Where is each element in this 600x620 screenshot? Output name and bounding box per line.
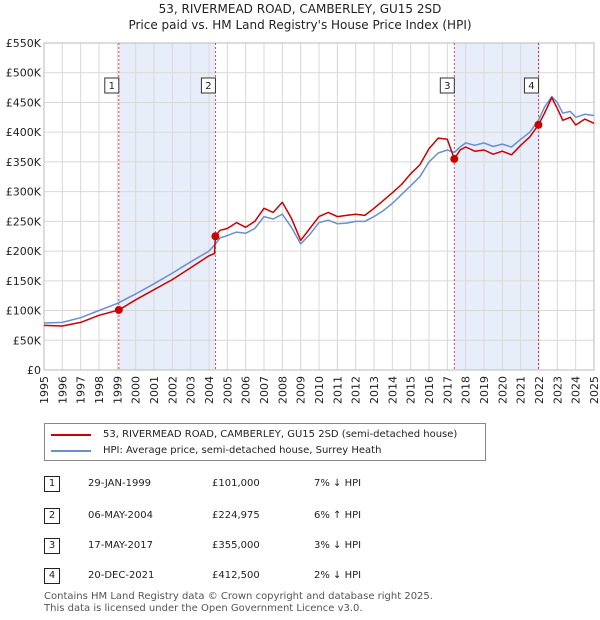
x-tick-label: 2011 [331, 376, 344, 404]
price-chart: £0 £50K £100K £150K £200K £250K £300K £350K £400… [6, 37, 600, 404]
transaction-hpi-diff: 6% ↑ HPI [314, 510, 362, 521]
x-tick-label: 2005 [221, 376, 234, 404]
transaction-number-badge: 2 [44, 508, 60, 524]
x-tick-label: 1997 [75, 376, 88, 404]
sale-label-box [439, 77, 455, 94]
sale-label-number: 4 [528, 81, 534, 92]
x-tick-label: 2019 [478, 376, 491, 404]
x-tick-label: 2016 [423, 376, 436, 404]
legend-label-hpi: HPI: Average price, semi-detached house,… [103, 445, 382, 456]
footer-licence: This data is licensed under the Open Gov… [44, 603, 363, 614]
y-tick-label: £400K [6, 126, 42, 139]
transaction-hpi-diff: 2% ↓ HPI [314, 570, 362, 581]
transaction-row: 4 20-DEC-2021 £412,500 2% ↓ HPI [44, 566, 564, 586]
transaction-hpi-diff: 3% ↓ HPI [314, 540, 362, 551]
sale-point [114, 305, 123, 314]
transaction-price: £101,000 [212, 478, 260, 489]
transaction-price: £224,975 [212, 510, 260, 521]
x-tick-label: 2010 [313, 376, 326, 404]
transaction-number-badge: 1 [44, 476, 60, 492]
sale-label-number: 3 [444, 81, 450, 92]
transaction-number-badge: 3 [44, 538, 60, 554]
y-tick-label: £350K [6, 156, 42, 169]
transaction-date: 29-JAN-1999 [88, 478, 152, 489]
legend-swatch-hpi [51, 450, 91, 452]
sale-label-number: 1 [109, 81, 115, 92]
transaction-hpi-diff: 7% ↓ HPI [314, 478, 362, 489]
x-tick-label: 2007 [258, 376, 271, 404]
legend: 53, RIVERMEAD ROAD, CAMBERLEY, GU15 2SD … [44, 423, 486, 461]
y-tick-label: £550K [6, 37, 42, 50]
x-tick-label: 2024 [570, 376, 583, 404]
footer-copyright: Contains HM Land Registry data © Crown c… [44, 591, 433, 602]
x-tick-label: 1995 [38, 376, 51, 404]
x-tick-label: 2009 [295, 376, 308, 404]
x-tick-label: 1999 [111, 376, 124, 404]
sale-label-box [104, 77, 120, 94]
x-tick-label: 2006 [240, 376, 253, 404]
shaded-period [454, 43, 539, 370]
y-tick-label: £500K [6, 67, 42, 80]
y-tick-label: £450K [6, 96, 42, 109]
x-tick-label: 2020 [496, 376, 509, 404]
x-tick-label: 1998 [93, 376, 106, 404]
x-tick-label: 2004 [203, 376, 216, 404]
transaction-row: 3 17-MAY-2017 £355,000 3% ↓ HPI [44, 536, 564, 556]
x-tick-label: 2021 [515, 376, 528, 404]
chart-subtitle: Price paid vs. HM Land Registry's House … [128, 18, 472, 32]
y-tick-label: £100K [6, 305, 42, 318]
legend-swatch-property [51, 434, 91, 436]
x-tick-label: 2003 [185, 376, 198, 404]
transaction-price: £355,000 [212, 540, 260, 551]
hpi-line [43, 95, 595, 324]
transaction-row: 1 29-JAN-1999 £101,000 7% ↓ HPI [44, 474, 564, 494]
y-tick-label: £200K [6, 245, 42, 258]
x-tick-label: 2022 [533, 376, 546, 404]
x-tick-label: 2013 [368, 376, 381, 404]
y-tick-label: £50K [13, 334, 42, 347]
y-tick-label: £300K [6, 186, 42, 199]
x-tick-label: 2002 [166, 376, 179, 404]
x-tick-label: 2015 [405, 376, 418, 404]
x-tick-label: 2008 [276, 376, 289, 404]
sale-point [534, 120, 543, 129]
sale-label-box [200, 77, 216, 94]
sale-label-box [523, 77, 539, 94]
chart-title: 53, RIVERMEAD ROAD, CAMBERLEY, GU15 2SD [158, 2, 442, 16]
x-tick-label: 2023 [551, 376, 564, 404]
y-tick-label: £0 [27, 364, 41, 377]
transaction-price: £412,500 [212, 570, 260, 581]
x-tick-label: 2000 [130, 376, 143, 404]
x-tick-label: 2012 [350, 376, 363, 404]
sale-point [450, 154, 459, 163]
plot-frame [43, 42, 595, 371]
transaction-row: 2 06-MAY-2004 £224,975 6% ↑ HPI [44, 506, 564, 526]
transaction-date: 06-MAY-2004 [88, 510, 154, 521]
transaction-number-badge: 4 [44, 568, 60, 584]
x-tick-label: 1996 [56, 376, 69, 404]
sale-point [211, 232, 220, 241]
transaction-date: 20-DEC-2021 [88, 570, 155, 581]
sale-label-number: 2 [205, 81, 211, 92]
x-tick-label: 2025 [588, 376, 600, 404]
property-price-line [43, 96, 595, 327]
y-tick-label: £250K [6, 215, 42, 228]
y-tick-label: £150K [6, 275, 42, 288]
x-tick-label: 2018 [460, 376, 473, 404]
shaded-period [118, 43, 216, 370]
legend-label-property: 53, RIVERMEAD ROAD, CAMBERLEY, GU15 2SD … [103, 429, 458, 440]
x-tick-label: 2017 [441, 376, 454, 404]
x-tick-label: 2014 [386, 376, 399, 404]
x-tick-label: 2001 [148, 376, 161, 404]
transaction-date: 17-MAY-2017 [88, 540, 154, 551]
